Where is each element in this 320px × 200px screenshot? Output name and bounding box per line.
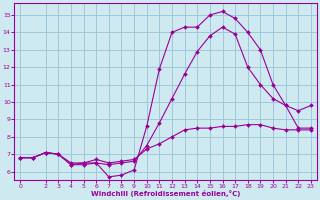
X-axis label: Windchill (Refroidissement éolien,°C): Windchill (Refroidissement éolien,°C) xyxy=(91,190,240,197)
